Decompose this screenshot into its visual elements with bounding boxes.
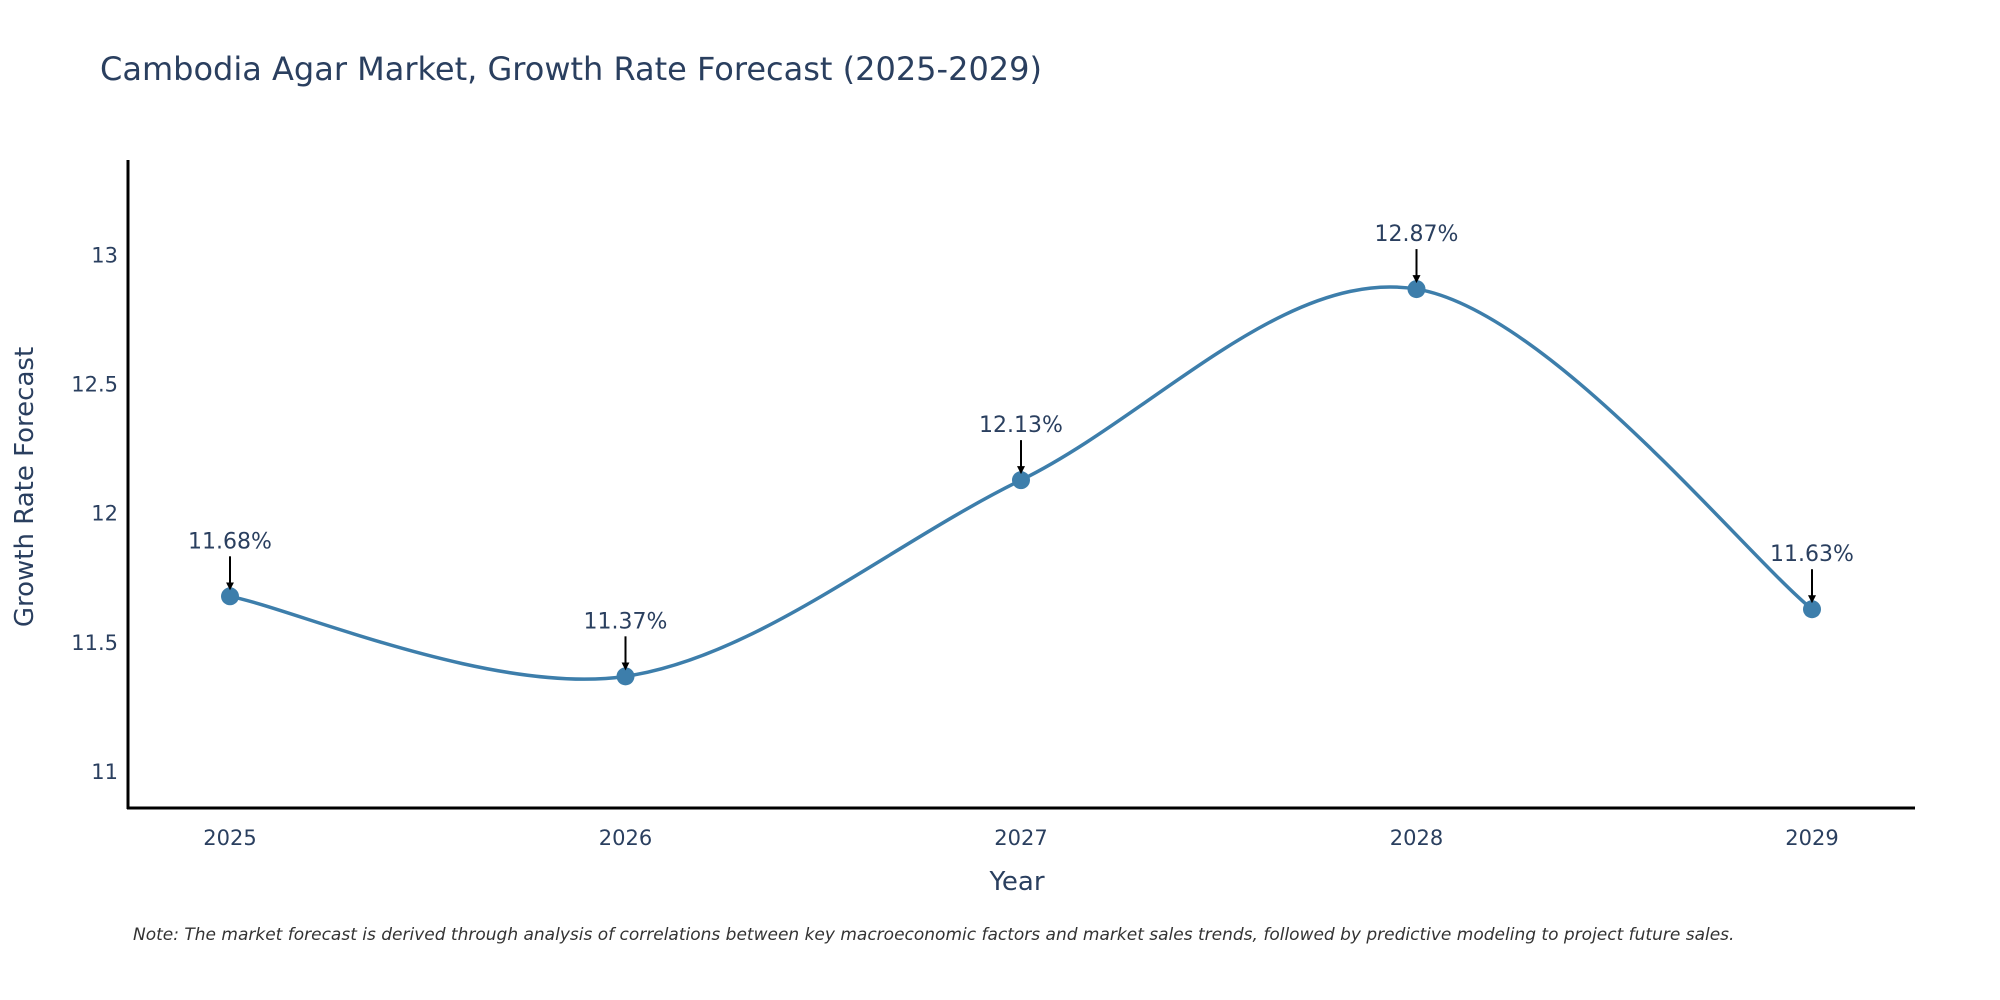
y-tick-label: 12.5 [71, 373, 118, 397]
data-label: 11.37% [584, 609, 668, 634]
data-label: 12.13% [979, 413, 1063, 438]
y-tick-label: 12 [91, 502, 118, 526]
data-label: 11.68% [188, 529, 272, 554]
y-tick-label: 11 [91, 760, 118, 784]
data-point [1407, 280, 1426, 299]
chart-title: Cambodia Agar Market, Growth Rate Foreca… [100, 50, 1042, 88]
x-tick-label: 2029 [1785, 826, 1838, 850]
forecast-note: Note: The market forecast is derived thr… [133, 925, 1734, 945]
data-point [616, 667, 635, 686]
y-axis-title: Growth Rate Forecast [10, 347, 40, 627]
y-tick-label: 13 [91, 244, 118, 268]
y-tick-label: 11.5 [71, 631, 118, 655]
data-label: 11.63% [1770, 542, 1854, 567]
plot-area: 11 11.5 12 12.5 13 2025 2026 2027 2028 2029 11.68%… [71, 160, 1915, 850]
data-label: 12.87% [1375, 222, 1459, 247]
data-point [1012, 471, 1030, 490]
data-point [1803, 600, 1821, 619]
x-tick-label: 2028 [1390, 826, 1443, 850]
x-tick-label: 2027 [994, 826, 1047, 850]
x-tick-label: 2025 [203, 826, 256, 850]
x-axis-title: Year [988, 867, 1044, 897]
x-tick-label: 2026 [599, 826, 652, 850]
series-line [228, 285, 1814, 681]
data-point [221, 587, 239, 606]
